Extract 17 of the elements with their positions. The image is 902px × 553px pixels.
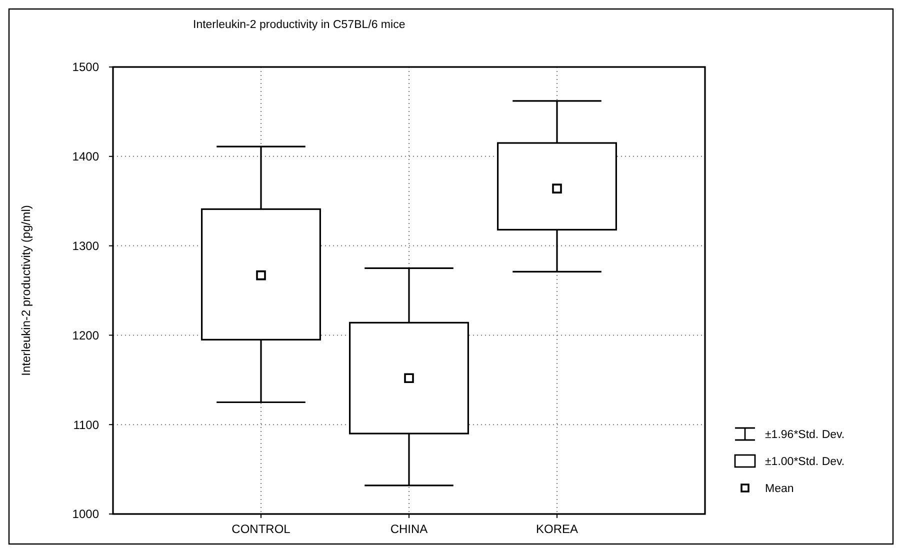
point — [404, 373, 414, 384]
point — [256, 270, 266, 280]
y-tick-label: 1300 — [72, 239, 100, 253]
point — [552, 184, 562, 194]
y-tick-label: 1100 — [73, 418, 100, 432]
text: ±1.96*Std. Dev. — [765, 429, 845, 442]
y-tick-label: 1000 — [72, 507, 100, 522]
chart-title: Interleukin-2 productivity in C57BL/6 mice — [193, 19, 406, 31]
text: ±1.00*Std. Dev. — [765, 456, 845, 468]
x-tick-label: KOREA — [536, 522, 578, 536]
y-tick-label: 1400 — [72, 150, 100, 164]
legend-label: Mean — [765, 483, 794, 496]
y-axis-title: Interleukin-2 productivity (pg/ml) — [19, 205, 33, 376]
y-tick-label: 1500 — [72, 60, 100, 74]
x-tick-label: CONTROL — [232, 522, 291, 536]
x-tick-label: CHINA — [390, 522, 428, 536]
y-tick-label: 1200 — [72, 328, 100, 342]
